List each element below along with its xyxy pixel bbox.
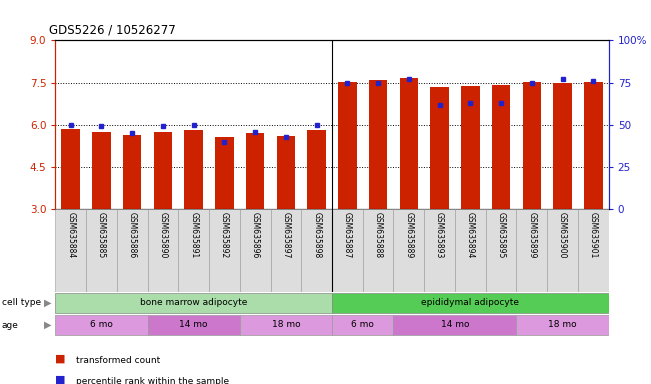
Text: ▶: ▶ bbox=[44, 298, 52, 308]
Text: ■: ■ bbox=[55, 375, 66, 384]
Bar bbox=[393, 315, 516, 335]
Text: GSM635885: GSM635885 bbox=[97, 212, 106, 258]
Bar bbox=[486, 209, 516, 292]
Bar bbox=[154, 132, 172, 209]
Text: GSM635890: GSM635890 bbox=[158, 212, 167, 258]
Bar bbox=[209, 209, 240, 292]
Text: GSM635892: GSM635892 bbox=[220, 212, 229, 258]
Text: GSM635889: GSM635889 bbox=[404, 212, 413, 258]
Bar bbox=[55, 209, 86, 292]
Bar bbox=[400, 78, 418, 209]
Text: 6 mo: 6 mo bbox=[352, 320, 374, 329]
Bar bbox=[277, 136, 295, 209]
Bar bbox=[578, 209, 609, 292]
Text: GSM635895: GSM635895 bbox=[497, 212, 506, 258]
Text: GSM635884: GSM635884 bbox=[66, 212, 76, 258]
Bar bbox=[92, 132, 111, 209]
Text: transformed count: transformed count bbox=[76, 356, 160, 364]
Bar bbox=[271, 209, 301, 292]
Text: cell type: cell type bbox=[2, 298, 41, 308]
Text: GSM635896: GSM635896 bbox=[251, 212, 260, 258]
Bar bbox=[584, 82, 603, 209]
Bar bbox=[523, 82, 541, 209]
Bar bbox=[215, 137, 234, 209]
Text: 18 mo: 18 mo bbox=[548, 320, 577, 329]
Bar bbox=[492, 85, 510, 209]
Bar bbox=[461, 86, 480, 209]
Text: GSM635888: GSM635888 bbox=[374, 212, 383, 258]
Text: 14 mo: 14 mo bbox=[180, 320, 208, 329]
Text: 6 mo: 6 mo bbox=[90, 320, 113, 329]
Bar bbox=[86, 209, 117, 292]
Text: epididymal adipocyte: epididymal adipocyte bbox=[421, 298, 519, 307]
Bar bbox=[307, 130, 326, 209]
Bar bbox=[148, 315, 240, 335]
Text: GSM635897: GSM635897 bbox=[281, 212, 290, 258]
Bar bbox=[240, 315, 332, 335]
Bar bbox=[332, 315, 393, 335]
Text: age: age bbox=[2, 321, 19, 330]
Bar bbox=[424, 209, 455, 292]
Text: GSM635900: GSM635900 bbox=[558, 212, 567, 258]
Text: ▶: ▶ bbox=[44, 320, 52, 330]
Bar bbox=[332, 209, 363, 292]
Bar bbox=[547, 209, 578, 292]
Bar bbox=[240, 209, 271, 292]
Bar bbox=[338, 82, 357, 209]
Bar bbox=[246, 133, 264, 209]
Bar bbox=[178, 209, 209, 292]
Bar bbox=[553, 83, 572, 209]
Bar bbox=[148, 209, 178, 292]
Bar bbox=[516, 209, 547, 292]
Bar bbox=[393, 209, 424, 292]
Bar bbox=[363, 209, 393, 292]
Text: GSM635886: GSM635886 bbox=[128, 212, 137, 258]
Text: GSM635898: GSM635898 bbox=[312, 212, 321, 258]
Bar bbox=[516, 315, 609, 335]
Text: 14 mo: 14 mo bbox=[441, 320, 469, 329]
Text: ■: ■ bbox=[55, 354, 66, 364]
Bar bbox=[332, 293, 609, 313]
Bar bbox=[55, 315, 148, 335]
Bar bbox=[117, 209, 148, 292]
Text: 18 mo: 18 mo bbox=[271, 320, 300, 329]
Bar bbox=[455, 209, 486, 292]
Text: percentile rank within the sample: percentile rank within the sample bbox=[76, 377, 229, 384]
Bar bbox=[430, 87, 449, 209]
Bar bbox=[369, 80, 387, 209]
Text: bone marrow adipocyte: bone marrow adipocyte bbox=[140, 298, 247, 307]
Text: GDS5226 / 10526277: GDS5226 / 10526277 bbox=[49, 23, 176, 36]
Bar bbox=[123, 135, 141, 209]
Text: GSM635891: GSM635891 bbox=[189, 212, 198, 258]
Bar bbox=[184, 131, 203, 209]
Bar bbox=[61, 129, 80, 209]
Bar bbox=[55, 293, 332, 313]
Text: GSM635887: GSM635887 bbox=[343, 212, 352, 258]
Bar bbox=[301, 209, 332, 292]
Text: GSM635893: GSM635893 bbox=[435, 212, 444, 258]
Text: GSM635899: GSM635899 bbox=[527, 212, 536, 258]
Text: GSM635894: GSM635894 bbox=[466, 212, 475, 258]
Text: GSM635901: GSM635901 bbox=[589, 212, 598, 258]
